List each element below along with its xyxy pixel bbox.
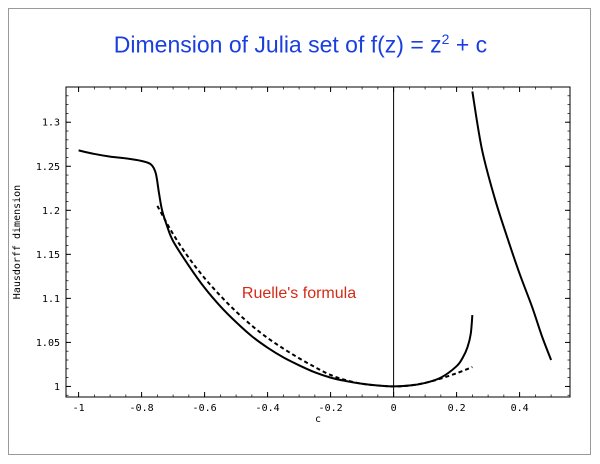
slide-title: Dimension of Julia set of f(z) = z2 + c: [9, 31, 592, 59]
chart-series: [78, 91, 553, 388]
y-tick-label: 1.1: [42, 294, 60, 305]
x-axis-label: c: [315, 414, 321, 425]
y-tick-label: 1.15: [36, 250, 60, 261]
x-tick-label: -0.6: [193, 403, 217, 414]
x-tick-label: -0.4: [256, 403, 280, 414]
x-tick-label: -0.2: [319, 403, 343, 414]
x-tick-label: 0.2: [448, 403, 466, 414]
x-tick-label: -1: [73, 403, 85, 414]
y-tick-label: 1.2: [42, 206, 60, 217]
x-tick-label: -0.8: [130, 403, 154, 414]
title-superscript: 2: [441, 31, 450, 47]
y-tick-label: 1.3: [42, 118, 60, 129]
y-tick-label: 1.05: [36, 338, 60, 349]
slide-frame: Dimension of Julia set of f(z) = z2 + c: [8, 8, 591, 455]
x-tick-label: 0.4: [511, 403, 529, 414]
plot-frame: [65, 86, 571, 398]
y-tick-label: 1.25: [36, 162, 60, 173]
title-prefix: Dimension of Julia set of f(z) = z: [113, 31, 442, 58]
axis-ticks: -1 -0.8 -0.6 -0.4 -0.2 0 0.2 0.4 1 1.05 1.1 1.15 1.2…: [36, 87, 570, 414]
ruelle-formula-curve: [156, 205, 473, 388]
title-suffix: + c: [449, 31, 488, 58]
x-tick-label: 0: [391, 403, 397, 414]
dimension-curve-2: [471, 91, 553, 361]
y-axis-label: Hausdorff dimension: [12, 185, 23, 299]
ruelle-annotation: Ruelle's formula: [242, 285, 356, 302]
y-tick-label: 1: [54, 382, 60, 393]
dimension-curve-1: [78, 149, 474, 388]
